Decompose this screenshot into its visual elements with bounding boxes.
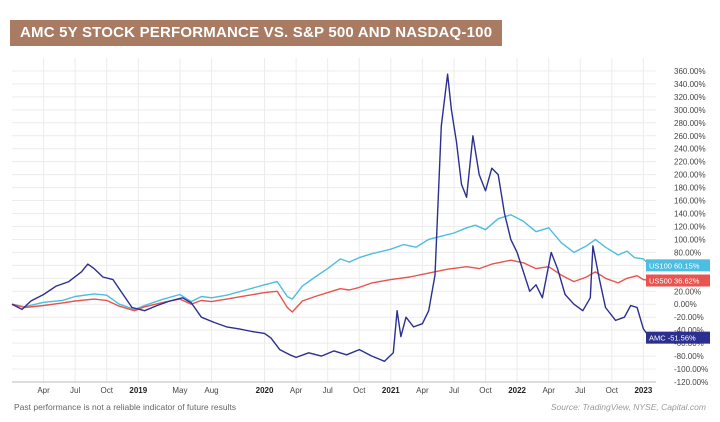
y-tick-label: -40.00% <box>674 326 704 335</box>
chart-title: AMC 5Y STOCK PERFORMANCE VS. S&P 500 AND… <box>10 20 503 46</box>
series-end-labels: US100 60.15% US500 36.62% AMC -51.56% <box>646 259 710 344</box>
x-tick-label: 2019 <box>129 386 147 395</box>
y-tick-label: -20.00% <box>674 313 704 322</box>
x-tick-label: Apr <box>416 386 429 395</box>
x-tick-label: 2021 <box>382 386 400 395</box>
y-tick-label: 340.00% <box>674 80 706 89</box>
x-tick-label: Aug <box>204 386 218 395</box>
y-tick-label: -80.00% <box>674 352 704 361</box>
y-tick-label: 80.00% <box>674 248 701 257</box>
x-tick-label: 2022 <box>508 386 526 395</box>
x-tick-label: Oct <box>353 386 366 395</box>
end-label-bg <box>646 259 710 272</box>
y-tick-label: 320.00% <box>674 93 706 102</box>
x-tick-label: Jul <box>449 386 459 395</box>
source-text: Source: TradingView, NYSE, Capital.com <box>550 402 706 412</box>
disclaimer-text: Past performance is not a reliable indic… <box>14 402 237 412</box>
y-tick-label: 300.00% <box>674 106 706 115</box>
x-tick-label: Oct <box>606 386 619 395</box>
series-line-us100 <box>11 214 651 311</box>
end-label-amc: AMC -51.56% <box>646 331 710 344</box>
y-tick-label: 0.00% <box>674 300 697 309</box>
end-label-text: AMC -51.56% <box>649 334 696 343</box>
y-tick-label: 20.00% <box>674 287 701 296</box>
y-tick-label: 260.00% <box>674 132 706 141</box>
x-tick-label: Apr <box>290 386 303 395</box>
end-label-bg <box>646 331 710 344</box>
y-tick-label: 140.00% <box>674 210 706 219</box>
y-tick-label: 360.00% <box>674 67 706 76</box>
x-tick-label: Jul <box>575 386 585 395</box>
y-tick-label: 160.00% <box>674 197 706 206</box>
y-tick-label: 280.00% <box>674 119 706 128</box>
end-label-bg <box>646 274 710 287</box>
y-tick-label: 220.00% <box>674 158 706 167</box>
series-line-amc <box>11 73 651 362</box>
y-tick-label: -120.00% <box>674 378 708 387</box>
end-label-text: US100 60.15% <box>649 261 700 270</box>
x-tick-label: Oct <box>479 386 492 395</box>
x-tick-label: Oct <box>100 386 113 395</box>
x-tick-label: Jul <box>323 386 333 395</box>
x-tick-label: 2020 <box>256 386 274 395</box>
series-lines <box>11 73 651 362</box>
y-tick-label: 180.00% <box>674 184 706 193</box>
x-tick-label: Apr <box>542 386 555 395</box>
x-tick-label: 2023 <box>634 386 652 395</box>
y-tick-label: 200.00% <box>674 171 706 180</box>
end-label-text: US500 36.62% <box>649 277 700 286</box>
grid-lines <box>12 58 656 383</box>
x-tick-label: Jul <box>70 386 80 395</box>
y-tick-label: 100.00% <box>674 235 706 244</box>
x-tick-label: Apr <box>37 386 50 395</box>
y-tick-label: -100.00% <box>674 365 708 374</box>
x-tick-label: May <box>172 386 187 395</box>
y-tick-label: 120.00% <box>674 222 706 231</box>
end-label-us500: US500 36.62% <box>646 274 710 287</box>
y-tick-label: 240.00% <box>674 145 706 154</box>
end-label-us100: US100 60.15% <box>646 259 710 272</box>
series-line-us500 <box>11 259 650 313</box>
x-axis: Apr Jul Oct 2019 May Aug 2020 Apr Jul Oct 2021 Apr J… <box>12 381 656 395</box>
